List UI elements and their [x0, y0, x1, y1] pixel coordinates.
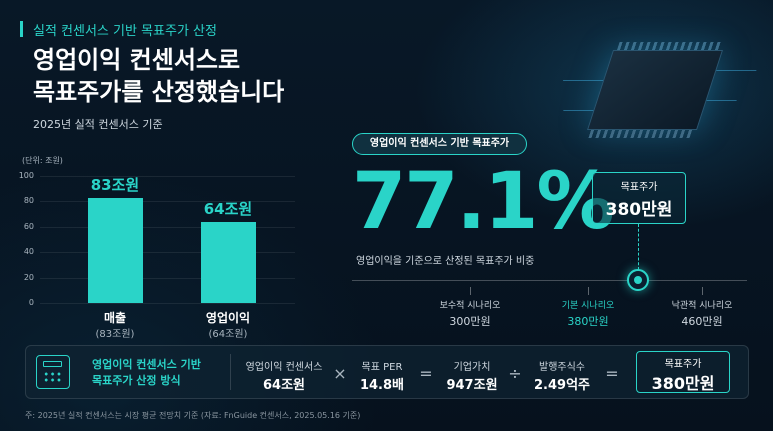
gridline: [40, 252, 295, 254]
gridline: [40, 226, 295, 228]
bar-value-label: 83조원: [90, 175, 140, 194]
bar-sub-label: (64조원): [208, 329, 248, 340]
formula-term-label: 목표 PER: [361, 362, 403, 373]
target-connector-line: [638, 224, 639, 270]
footnote: 주: 2025년 실적 컨센서스는 시장 평균 전망치 기준 (자료: FnGu…: [25, 411, 361, 420]
target-price-box: 목표주가 380만원: [592, 172, 686, 224]
formula-term-value: 2.49억주: [534, 378, 590, 393]
formula-term-value: 14.8배: [359, 378, 405, 393]
scenario-name: 보수적 시나리오: [439, 301, 501, 311]
formula-operator: ×: [333, 364, 347, 383]
formula-operator: =: [419, 364, 433, 383]
scenario-value: 300만원: [449, 315, 491, 328]
formula-term-label: 영업이익 컨센서스: [245, 362, 323, 373]
scenario-tick: [588, 287, 589, 295]
y-tick-label: 60: [23, 221, 34, 231]
y-tick-label: 40: [23, 247, 34, 257]
bar-1: [200, 221, 256, 303]
bar-category-label: 매출: [103, 311, 127, 325]
formula-divider: [230, 354, 231, 390]
scenario-timeline: [352, 280, 747, 281]
title-line-2: 목표주가를 산정했습니다: [33, 78, 285, 106]
kicker-text: 실적 컨센서스 기반 목표주가 산정: [33, 24, 217, 39]
scenario-value: 460만원: [681, 315, 723, 328]
formula-method: 영업이익 컨센서스 기반 목표주가 산정 방식: [92, 357, 201, 389]
formula-panel: [25, 345, 749, 399]
page-subtitle: 2025년 실적 컨센서스 기준: [33, 118, 163, 131]
target-marker-icon: [627, 269, 649, 291]
formula-term-value: 64조원: [262, 378, 305, 393]
formula-result-label: 목표주가: [664, 359, 702, 370]
target-price-value: 380만원: [605, 200, 673, 220]
scenario-value: 380만원: [567, 315, 609, 328]
method-line-2: 목표주가 산정 방식: [92, 374, 181, 387]
bar-sub-label: (83조원): [95, 329, 135, 340]
calculator-icon: [36, 355, 70, 389]
y-tick-label: 20: [23, 272, 34, 282]
scenario-name: 낙관적 시나리오: [671, 301, 733, 311]
y-tick-label: 80: [23, 196, 34, 206]
scenario-name: 기본 시나리오: [561, 301, 615, 311]
formula-operator: =: [605, 364, 619, 383]
target-price-label: 목표주가: [620, 182, 658, 193]
gridline: [40, 303, 295, 304]
title-line-1: 영업이익 컨센서스로: [33, 46, 241, 74]
kicker-accent-bar: [20, 21, 23, 37]
page-title: 영업이익 컨센서스로 목표주가를 산정했습니다: [33, 44, 284, 108]
gridline: [40, 176, 295, 177]
method-line-1: 영업이익 컨센서스 기반: [92, 358, 201, 371]
gridline: [40, 201, 295, 203]
formula-result-box: 목표주가 380만원: [636, 351, 730, 393]
formula-result-value: 380만원: [651, 374, 715, 393]
y-tick-label: 100: [18, 171, 34, 180]
gridline: [40, 277, 295, 279]
ratio-pill: 영업이익 컨센서스 기반 목표주가: [352, 133, 527, 155]
formula-operator: ÷: [508, 364, 522, 383]
ratio-value: 77.1%: [352, 157, 615, 247]
formula-term-label: 발행주식수: [539, 362, 585, 373]
formula-term-value: 947조원: [446, 378, 498, 393]
scenario-tick: [702, 287, 703, 295]
formula-term-label: 기업가치: [453, 362, 491, 373]
bar-value-label: 64조원: [203, 199, 253, 218]
ratio-description: 영업이익을 기준으로 산정된 목표주가 비중: [356, 256, 535, 267]
y-tick-label: 0: [28, 298, 34, 307]
bar-category-label: 영업이익: [205, 311, 251, 325]
scenario-tick: [470, 287, 471, 295]
bar-0: [87, 197, 143, 303]
chart-unit-label: (단위: 조원): [22, 156, 63, 165]
